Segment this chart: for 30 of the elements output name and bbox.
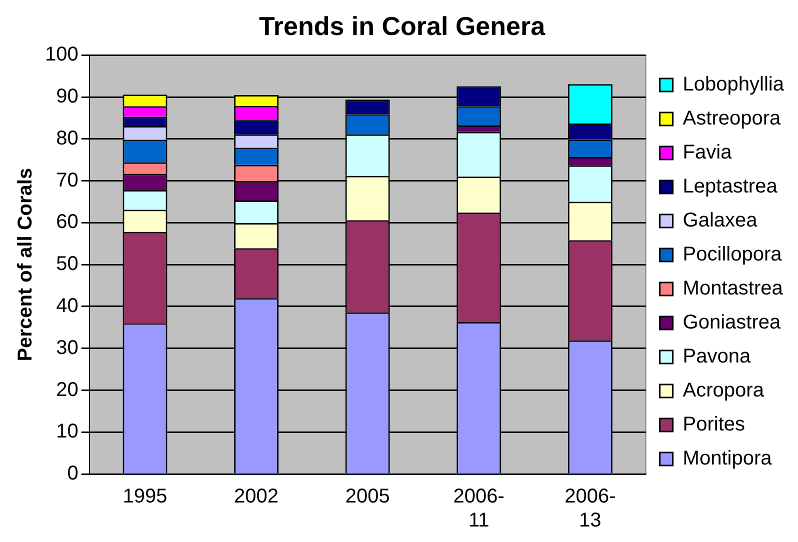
legend-label: Acropora <box>682 380 765 402</box>
y-tick-label: 70 <box>56 169 78 192</box>
y-tick-label: 0 <box>67 462 78 485</box>
legend-label: Goniastrea <box>682 312 782 334</box>
y-tick-label: 100 <box>44 44 78 66</box>
legend-label: Astreopora <box>682 108 782 130</box>
legend-label: Galaxea <box>682 210 758 232</box>
legend-label: Pocillopora <box>682 244 783 266</box>
y-tick-label: 30 <box>56 336 78 359</box>
legend-label: Favia <box>682 142 733 164</box>
legend-label: Pavona <box>682 346 752 368</box>
legend-label: Lobophyllia <box>682 74 785 96</box>
y-tick-label: 10 <box>56 420 78 443</box>
y-tick-label: 20 <box>56 378 78 401</box>
chart-title: Trends in Coral Genera <box>258 10 546 41</box>
x-tick-label: 2006-11 <box>453 486 504 532</box>
x-tick-label: 2005 <box>345 486 390 508</box>
legend-label: Porites <box>682 414 746 436</box>
x-tick-label: 2002 <box>234 486 279 508</box>
legend-label: Montastrea <box>682 278 784 300</box>
y-tick-label: 60 <box>56 211 78 234</box>
x-tick-label: 2006-13 <box>564 486 616 532</box>
legend-label: Montipora <box>682 448 773 470</box>
y-tick-label: 50 <box>56 253 78 276</box>
y-tick-label: 80 <box>56 127 78 150</box>
y-tick-label: 40 <box>56 294 78 317</box>
legend-label: Leptastrea <box>682 176 778 198</box>
x-tick-label: 1995 <box>122 486 168 508</box>
y-tick-label: 90 <box>56 86 78 108</box>
y-axis-title: Percent of all Corals <box>14 168 37 362</box>
